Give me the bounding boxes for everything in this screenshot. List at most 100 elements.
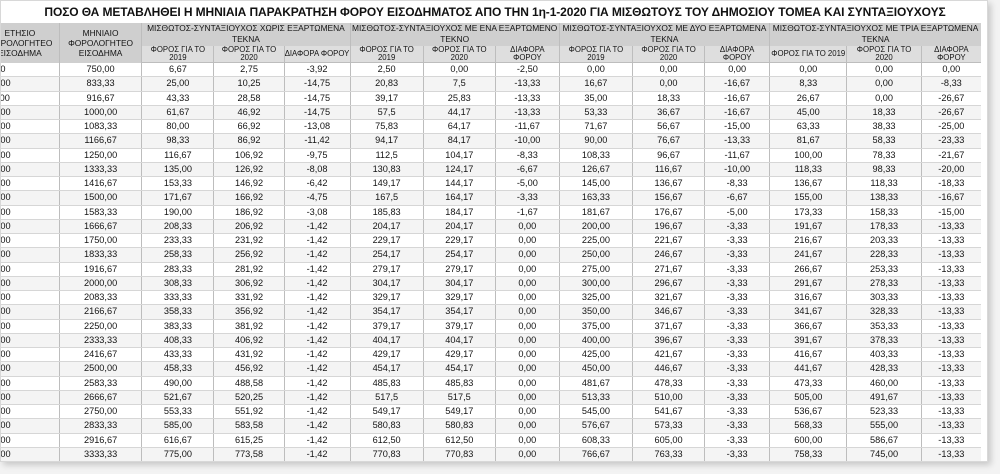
table-cell: -13,33: [920, 390, 981, 406]
table-cell: -8,33: [494, 148, 560, 163]
table-cell: 171,67: [141, 190, 214, 206]
table-cell: 403,33: [846, 347, 922, 363]
table-cell: 204,17: [349, 219, 424, 235]
table-cell: 30000: [1, 361, 60, 377]
table-cell: 14000: [1, 133, 60, 149]
table-cell: 0,00: [846, 62, 922, 78]
table-cell: 421,67: [631, 347, 705, 363]
table-row: 500004166,671158,331156,92-1,421154,1711…: [0, 462, 981, 463]
table-cell: -3,33: [704, 319, 770, 334]
table-cell: 580,83: [422, 418, 496, 434]
table-cell: 833,33: [58, 76, 142, 92]
table-cell: 116,67: [141, 148, 214, 163]
table-cell: 24000: [1, 276, 60, 292]
table-cell: 458,33: [141, 361, 214, 377]
table-cell: 2500,00: [58, 361, 142, 377]
table-cell: 350,00: [558, 304, 633, 320]
table-cell: 0,00: [846, 91, 922, 106]
table-cell: 167,5: [349, 190, 424, 206]
table-cell: -13,33: [920, 319, 981, 334]
table-cell: -13,33: [920, 433, 981, 448]
table-cell: -16,67: [704, 76, 770, 92]
table-row: 250002083,33333,33331,92-1,42329,17329,1…: [1, 290, 981, 306]
table-cell: -1,42: [283, 262, 351, 277]
table-cell: -11,67: [494, 119, 560, 135]
table-cell: -3,33: [704, 418, 770, 434]
table-cell: -1,67: [494, 205, 560, 220]
table-cell: 18,33: [846, 105, 922, 121]
tax-withholding-table: ΕΤΗΣΙΟ ΦΟΡΟΛΟΓΗΤΕΟ ΕΙΣΟΔΗΜΑ ΜΗΝΙΑΙΟ ΦΟΡΟ…: [0, 23, 981, 463]
table-cell: 46,92: [213, 105, 285, 121]
table-cell: 126,67: [558, 162, 633, 178]
table-cell: 250,00: [558, 247, 633, 263]
table-row: 350002916,67616,67615,25-1,42612,50612,5…: [1, 433, 981, 448]
table-cell: 0,00: [494, 390, 560, 406]
table-cell: -25,00: [920, 119, 981, 135]
table-cell: 291,67: [769, 276, 847, 292]
table-cell: 21000: [1, 233, 60, 249]
table-cell: 254,17: [422, 247, 496, 263]
table-cell: 0,00: [494, 304, 560, 320]
table-cell: 425,00: [558, 347, 633, 363]
table-cell: 164,17: [422, 190, 496, 206]
table-cell: 431,92: [213, 347, 285, 363]
table-cell: -10,00: [704, 162, 770, 178]
table-cell: 2083,33: [58, 290, 142, 306]
table-cell: 50000: [0, 462, 59, 463]
table-cell: 112,5: [349, 148, 424, 163]
table-cell: 196,67: [631, 219, 705, 235]
table-cell: 181,67: [558, 205, 633, 220]
table-cell: 404,17: [422, 333, 496, 349]
tax-table-panel: ΠΟΣΟ ΘΑ ΜΕΤΑΒΛΗΘΕΙ Η ΜΗΝΙΑΙΑ ΠΑΡΑΚΡΑΤΗΣΗ…: [0, 0, 988, 462]
table-cell: 0,00: [769, 62, 847, 78]
table-cell: 1583,33: [58, 205, 142, 220]
table-cell: 35,00: [558, 91, 633, 106]
table-cell: 58,33: [846, 133, 922, 149]
table-cell: 353,33: [846, 319, 922, 334]
table-cell: 225,00: [558, 233, 633, 249]
table-cell: 9000: [1, 62, 60, 78]
table-cell: 523,33: [846, 404, 922, 420]
table-cell: 28,58: [213, 91, 285, 106]
table-cell: -10,00: [494, 133, 560, 149]
table-cell: -3,33: [704, 376, 770, 391]
table-cell: -5,00: [704, 205, 770, 220]
table-cell: 35000: [1, 433, 60, 448]
table-cell: 585,00: [141, 418, 214, 434]
table-cell: 2,75: [213, 62, 285, 78]
table-cell: 27000: [1, 319, 60, 334]
table-cell: 118,33: [769, 162, 847, 178]
sub-tax-2020: ΦΟΡΟΣ ΓΙΑ ΤΟ 2020: [213, 46, 285, 63]
table-cell: 0,00: [494, 290, 560, 306]
table-cell: 383,33: [141, 319, 214, 334]
table-cell: 3333,33: [58, 447, 142, 461]
table-row: 340002833,33585,00583,58-1,42580,83580,8…: [1, 418, 981, 434]
table-cell: -2,50: [494, 62, 560, 78]
table-cell: 29000: [1, 347, 60, 363]
table-cell: 485,83: [349, 376, 424, 391]
table-cell: -23,33: [920, 133, 981, 149]
table-cell: 0,00: [846, 76, 922, 92]
table-cell: 145,00: [558, 176, 633, 192]
table-cell: 916,67: [58, 91, 142, 106]
table-cell: 106,92: [213, 148, 285, 163]
table-cell: 583,58: [213, 418, 285, 434]
table-cell: 555,00: [846, 418, 922, 434]
table-cell: 303,33: [846, 290, 922, 306]
table-cell: 13000: [1, 119, 60, 135]
table-cell: -14,75: [283, 91, 351, 106]
table-cell: 576,67: [558, 418, 633, 434]
table-cell: -1,42: [283, 361, 351, 377]
table-cell: -20,00: [920, 162, 981, 178]
table-cell: 0,00: [558, 62, 633, 78]
table-cell: 28000: [1, 333, 60, 349]
table-cell: 763,33: [631, 447, 705, 461]
table-cell: -16,67: [920, 190, 981, 206]
table-row: 400003333,33775,00773,58-1,42770,83770,8…: [1, 447, 981, 461]
table-cell: 0,00: [494, 276, 560, 292]
table-cell: -3,92: [283, 62, 351, 78]
table-cell: 53,33: [558, 105, 633, 121]
table-cell: -4,75: [283, 190, 351, 206]
table-cell: -1,42: [283, 304, 351, 320]
table-cell: 491,67: [846, 390, 922, 406]
